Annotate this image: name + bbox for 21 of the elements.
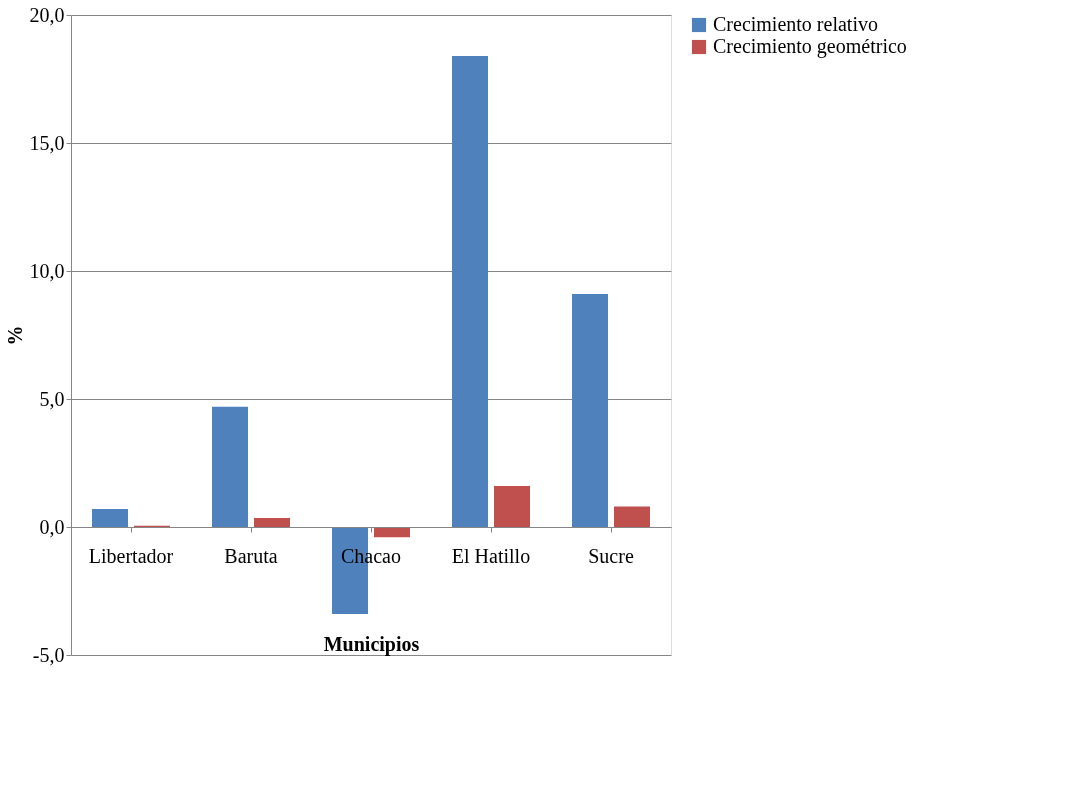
x-tick-label: Libertador	[88, 544, 174, 567]
bar	[452, 55, 488, 527]
y-tick-label: -5,0	[32, 643, 65, 666]
y-tick-label: 0,0	[39, 515, 65, 538]
bar	[254, 518, 290, 527]
y-tick-label: 10,0	[29, 259, 65, 282]
bar	[92, 509, 128, 527]
y-tick-label: 20,0	[29, 3, 65, 26]
x-tick-label: Baruta	[224, 544, 278, 567]
bar	[614, 506, 650, 527]
legend-label: Crecimiento geométrico	[713, 35, 907, 58]
x-axis-title: Municipios	[323, 632, 420, 656]
y-tick-label: 5,0	[39, 387, 65, 410]
legend-label: Crecimiento relativo	[713, 13, 878, 35]
x-tick-label: Sucre	[588, 544, 634, 567]
y-axis-title: %	[3, 325, 26, 346]
bar	[212, 406, 248, 527]
y-tick-label: 15,0	[29, 131, 65, 154]
x-tick-label: El Hatillo	[451, 544, 531, 567]
bar	[572, 294, 608, 527]
bar	[494, 486, 530, 527]
